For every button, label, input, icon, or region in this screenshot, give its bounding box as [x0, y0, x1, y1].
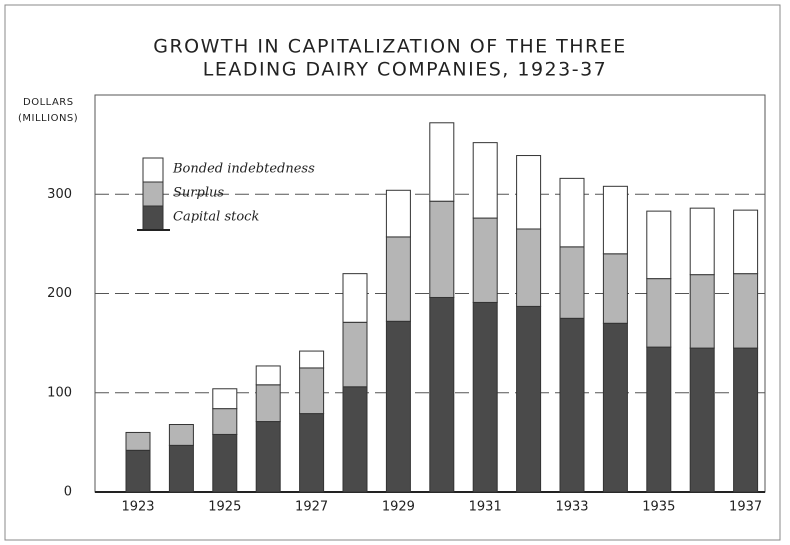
y-tick-label: 100 [47, 385, 72, 400]
bar-segment [733, 273, 759, 349]
bar-segment [472, 301, 498, 493]
bar-segment [646, 278, 672, 348]
bar-segment [429, 122, 455, 202]
bar-segment [602, 322, 628, 493]
x-tick-label: 1927 [295, 500, 328, 515]
x-tick-label: 1925 [208, 500, 241, 515]
x-tick-label: 1933 [555, 500, 588, 515]
bar-segment [472, 217, 498, 303]
bar-segment [689, 207, 715, 276]
legend-label: Capital stock [173, 210, 259, 225]
y-tick-label: 200 [47, 286, 72, 301]
bar-segment [385, 320, 411, 493]
bar-segment [255, 384, 281, 423]
bar-segment [559, 317, 585, 493]
x-tick-label: 1923 [121, 500, 154, 515]
x-tick-label: 1931 [469, 500, 502, 515]
bar-segment [646, 210, 672, 280]
bar-segment [689, 274, 715, 349]
bar-segment [212, 433, 238, 493]
bar-segment [429, 296, 455, 493]
x-tick-label: 1935 [642, 500, 675, 515]
y-axis-label: (MILLIONS) [18, 113, 78, 124]
legend-label: Surplus [173, 186, 224, 201]
frame [4, 4, 781, 541]
bar-segment [255, 365, 281, 386]
legend-swatch [142, 157, 164, 183]
y-tick-label: 0 [64, 485, 72, 500]
bar-segment [342, 273, 368, 323]
bar-segment [168, 444, 194, 493]
y-tick-label: 300 [47, 187, 72, 202]
chart-title: GROWTH IN CAPITALIZATION OF THE THREE [153, 36, 627, 58]
bar-segment [559, 177, 585, 248]
y-axis-label: DOLLARS [23, 97, 74, 108]
bar-segment [385, 236, 411, 322]
bar-segment [299, 350, 325, 369]
bar-segment [429, 200, 455, 298]
x-tick-label: 1937 [729, 500, 762, 515]
bar-segment [733, 209, 759, 275]
chart-title: LEADING DAIRY COMPANIES, 1923-37 [203, 59, 608, 81]
bar-segment [602, 185, 628, 255]
legend-swatch [142, 181, 164, 207]
bar-segment [385, 189, 411, 238]
bar-segment [733, 347, 759, 493]
bar-segment [342, 386, 368, 493]
bar-segment [299, 413, 325, 493]
bar-segment [516, 155, 542, 230]
bar-segment [689, 347, 715, 493]
bar-segment [212, 388, 238, 410]
bar-segment [168, 424, 194, 446]
bar-segment [125, 449, 151, 493]
bar-segment [472, 142, 498, 219]
bar-segment [516, 305, 542, 493]
bar-segment [212, 408, 238, 435]
bar-segment [602, 253, 628, 324]
legend-swatch [142, 205, 164, 231]
bar-segment [125, 431, 151, 451]
bar-segment [299, 367, 325, 415]
x-tick-label: 1929 [382, 500, 415, 515]
legend-label: Bonded indebtedness [172, 162, 315, 177]
bar-segment [559, 246, 585, 319]
bar-segment [342, 321, 368, 388]
bar-segment [646, 346, 672, 493]
bar-segment [255, 421, 281, 493]
bar-segment [516, 228, 542, 307]
